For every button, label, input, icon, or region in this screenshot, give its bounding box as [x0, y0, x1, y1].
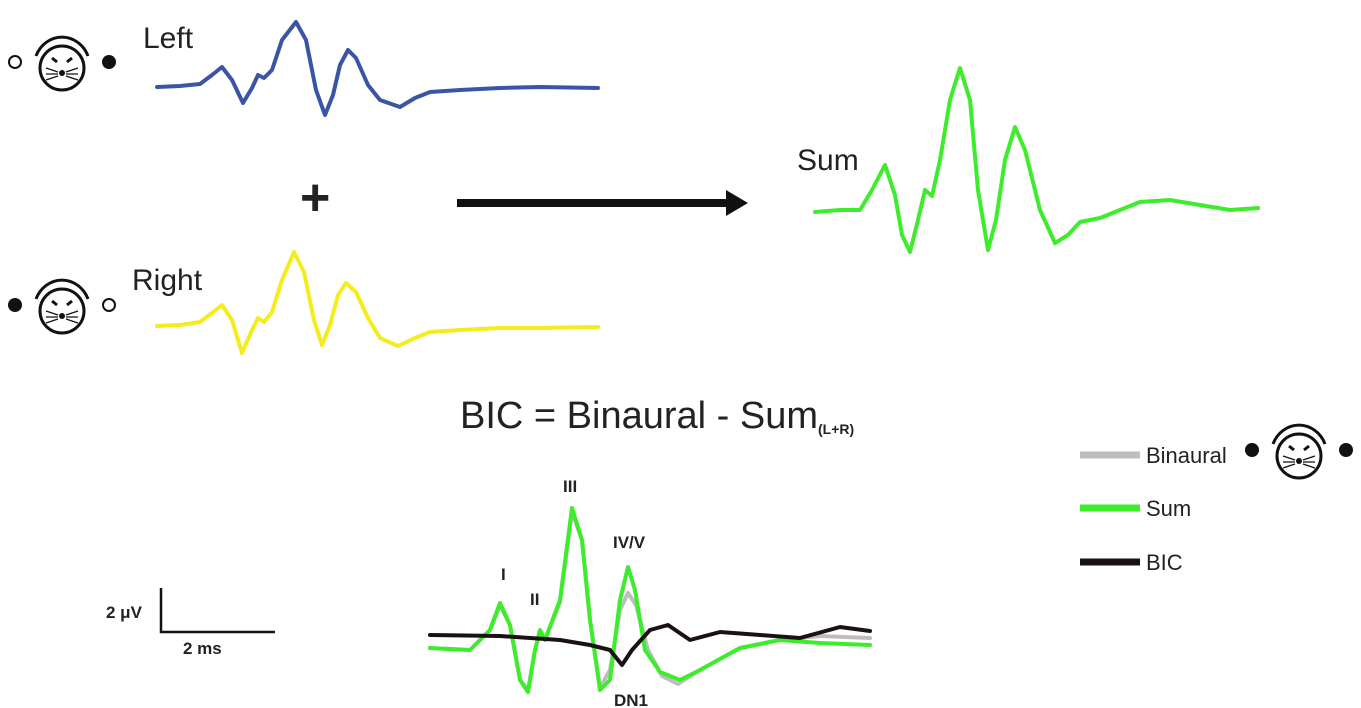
- peak-label: III: [563, 477, 577, 496]
- left-trace: [155, 20, 600, 117]
- arrow-head: [726, 190, 748, 216]
- peak-label: I: [501, 565, 506, 584]
- scale-y-label: 2 μV: [106, 603, 143, 622]
- plus-sign: +: [300, 169, 330, 227]
- sum-label: Sum: [797, 144, 859, 177]
- equation-text: BIC = Binaural - Sum: [460, 395, 818, 437]
- right-label: Right: [132, 264, 203, 297]
- left-label: Left: [143, 22, 194, 55]
- binaural-trace: [428, 510, 872, 692]
- equation: BIC = Binaural - Sum(L+R): [460, 395, 854, 437]
- legend-label: BIC: [1146, 550, 1183, 575]
- legend-label: Binaural: [1146, 443, 1227, 468]
- right-trace: [155, 250, 600, 355]
- peak-label: DN1: [614, 691, 648, 708]
- bic-trace: [428, 623, 872, 667]
- cat-icon-right: [8, 278, 116, 335]
- sum-trace-bottom: [428, 506, 872, 694]
- peak-label: IV/V: [613, 533, 646, 552]
- legend-label: Sum: [1146, 496, 1191, 521]
- peak-label: II: [530, 590, 539, 609]
- cat-icon-left: [8, 35, 116, 92]
- scale-x-label: 2 ms: [183, 639, 222, 658]
- scale-bar: [159, 588, 275, 634]
- sum-trace: [813, 66, 1260, 254]
- cat-icon-binaural: [1245, 423, 1353, 480]
- equation-subscript: (L+R): [818, 421, 854, 437]
